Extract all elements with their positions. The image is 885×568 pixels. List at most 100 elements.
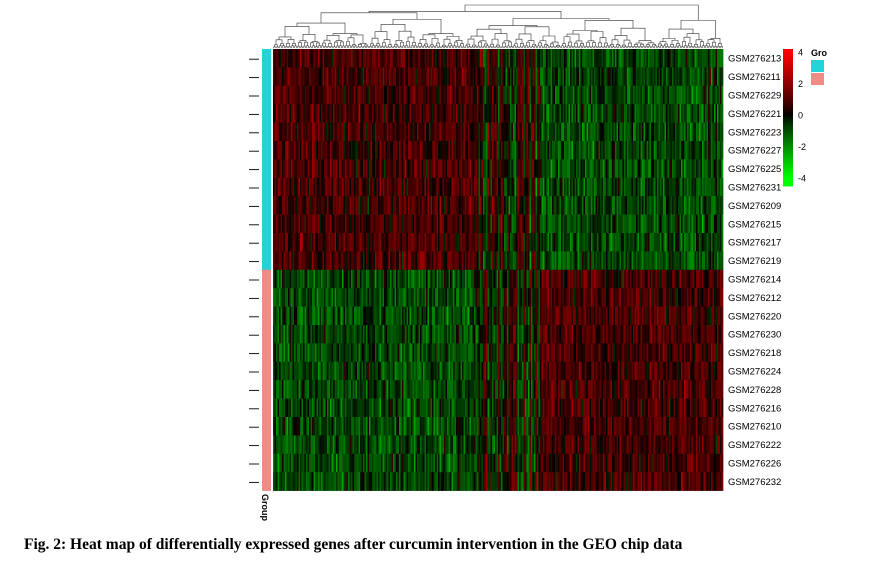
heatmap-cell bbox=[564, 251, 566, 271]
heatmap-cell bbox=[354, 325, 356, 344]
heatmap-cell bbox=[333, 269, 335, 289]
heatmap-cell bbox=[490, 159, 493, 179]
heatmap-cell bbox=[406, 233, 409, 252]
heatmap-cell bbox=[307, 196, 310, 215]
heatmap-cell bbox=[715, 288, 718, 307]
heatmap-cell bbox=[346, 269, 349, 289]
heatmap-cell bbox=[648, 269, 650, 289]
heatmap-cell bbox=[552, 104, 554, 123]
heatmap-cell bbox=[697, 122, 700, 142]
heatmap-cell bbox=[687, 233, 689, 252]
heatmap-cell bbox=[694, 306, 697, 326]
heatmap-cell bbox=[616, 122, 619, 142]
heatmap-cell bbox=[714, 159, 716, 179]
heatmap-cell bbox=[636, 251, 638, 271]
heatmap-cell bbox=[322, 141, 325, 160]
heatmap-cell bbox=[346, 214, 349, 234]
heatmap-cell bbox=[502, 104, 505, 123]
heatmap-cell bbox=[525, 177, 527, 197]
heatmap-cell bbox=[351, 122, 353, 142]
heatmap-cell bbox=[516, 177, 518, 197]
heatmap-cell bbox=[319, 141, 322, 160]
heatmap-cell bbox=[372, 122, 374, 142]
heatmap-cell bbox=[310, 214, 313, 234]
heatmap-cell bbox=[651, 269, 653, 289]
heatmap-cell bbox=[490, 196, 493, 215]
heatmap-cell bbox=[552, 49, 554, 68]
heatmap-cell bbox=[705, 306, 707, 326]
heatmap-cell bbox=[483, 214, 485, 234]
heatmap-cell bbox=[286, 141, 289, 160]
heatmap-cell bbox=[414, 269, 416, 289]
heatmap-cell bbox=[717, 177, 719, 197]
dendrogram-branch bbox=[680, 20, 716, 39]
heatmap-cell bbox=[477, 141, 479, 160]
heatmap-cell bbox=[592, 214, 595, 234]
heatmap-cell bbox=[580, 122, 583, 142]
heatmap-cell bbox=[328, 85, 331, 105]
heatmap-cell bbox=[463, 214, 466, 234]
heatmap-cell bbox=[403, 104, 406, 123]
heatmap-cell bbox=[615, 159, 617, 179]
heatmap-cell bbox=[298, 306, 301, 326]
heatmap-cell bbox=[286, 325, 289, 344]
heatmap-cell bbox=[303, 141, 305, 160]
heatmap-cell bbox=[289, 159, 292, 179]
heatmap-cell bbox=[309, 196, 311, 215]
heatmap-cell bbox=[714, 49, 716, 68]
heatmap-cell bbox=[456, 233, 458, 252]
heatmap-cell bbox=[420, 141, 422, 160]
heatmap-cell bbox=[649, 49, 652, 68]
heatmap-cell bbox=[273, 214, 275, 234]
dendrogram-branch bbox=[350, 34, 364, 44]
heatmap-cell bbox=[490, 49, 493, 68]
heatmap-cell bbox=[486, 85, 488, 105]
heatmap-cell bbox=[516, 85, 518, 105]
heatmap-cell bbox=[628, 288, 631, 307]
heatmap-cell bbox=[513, 49, 515, 68]
heatmap-cell bbox=[451, 177, 454, 197]
heatmap-cell bbox=[456, 325, 458, 344]
heatmap-cell bbox=[532, 85, 535, 105]
heatmap-cell bbox=[321, 177, 323, 197]
heatmap-cell bbox=[396, 104, 398, 123]
heatmap-cell bbox=[411, 269, 413, 289]
heatmap-cell bbox=[285, 85, 287, 105]
dendrogram-branch bbox=[636, 46, 639, 48]
heatmap-cell bbox=[502, 214, 505, 234]
heatmap-cell bbox=[660, 159, 662, 179]
heatmap-cell bbox=[276, 196, 278, 215]
heatmap-cell bbox=[436, 214, 439, 234]
heatmap-cell bbox=[636, 85, 638, 105]
heatmap-cell bbox=[456, 177, 458, 197]
heatmap-cell bbox=[498, 269, 500, 289]
heatmap-cell bbox=[385, 49, 388, 68]
heatmap-cell bbox=[402, 85, 404, 105]
heatmap-cell bbox=[675, 122, 677, 142]
heatmap-cell bbox=[522, 141, 524, 160]
heatmap-cell bbox=[624, 196, 626, 215]
dendrogram-branch bbox=[420, 45, 423, 48]
heatmap-cell bbox=[420, 85, 422, 105]
heatmap-cell bbox=[547, 67, 550, 87]
heatmap-cell bbox=[405, 325, 407, 344]
group-annotation-bar bbox=[262, 49, 271, 491]
heatmap-cell bbox=[714, 67, 716, 87]
heatmap-cell bbox=[717, 214, 719, 234]
heatmap-cell bbox=[642, 196, 644, 215]
heatmap-cell bbox=[439, 67, 442, 87]
heatmap-cell bbox=[474, 325, 476, 344]
heatmap-cell bbox=[556, 306, 559, 326]
heatmap-cell bbox=[360, 288, 362, 307]
heatmap-cell bbox=[336, 196, 338, 215]
heatmap-cell bbox=[660, 177, 662, 197]
heatmap-cell bbox=[705, 122, 707, 142]
heatmap-cell bbox=[400, 306, 403, 326]
heatmap-cell bbox=[567, 196, 569, 215]
heatmap-cell bbox=[298, 288, 301, 307]
heatmap-cell bbox=[561, 233, 563, 252]
heatmap-cell bbox=[459, 251, 461, 271]
heatmap-cell bbox=[358, 196, 361, 215]
heatmap-cell bbox=[580, 85, 583, 105]
heatmap-cell bbox=[556, 269, 559, 289]
